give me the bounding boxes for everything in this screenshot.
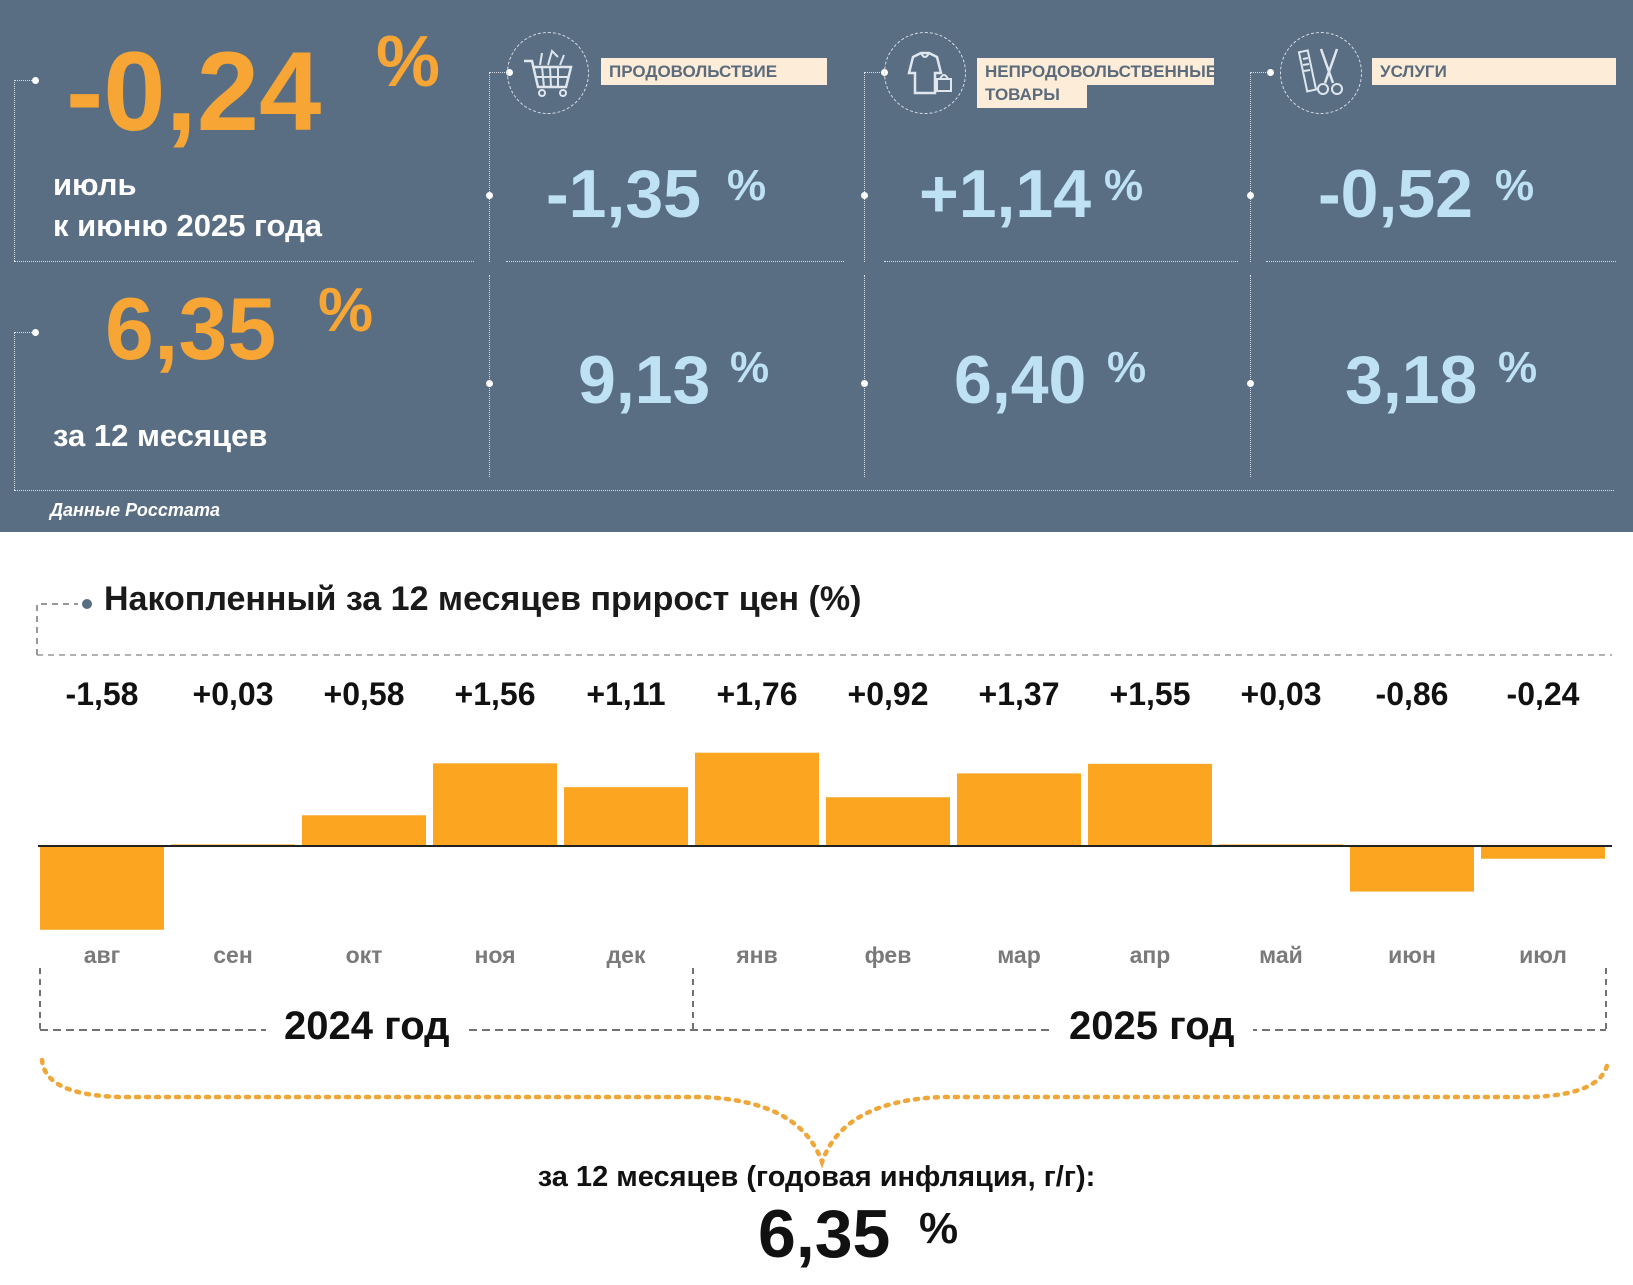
- frame-node: [32, 329, 39, 336]
- value-label: -0,24: [1506, 676, 1580, 712]
- frame-node: [1267, 69, 1274, 76]
- value-label: +0,03: [192, 676, 274, 712]
- mom-unit: %: [376, 22, 441, 102]
- bar-11: [1481, 846, 1605, 859]
- value-label: -0,86: [1375, 676, 1449, 712]
- annual-inflation-unit: %: [919, 1204, 959, 1253]
- bar-0: [40, 846, 164, 930]
- month-label: окт: [345, 942, 383, 968]
- value-label: +0,58: [323, 676, 405, 712]
- row-node: [486, 192, 493, 199]
- nonfood-mom-unit: %: [1104, 161, 1144, 210]
- frame-line: [489, 72, 509, 73]
- bar-7: [957, 773, 1081, 846]
- services-mom-unit: %: [1495, 161, 1535, 210]
- bar-2: [302, 815, 426, 846]
- frame-line: [1250, 72, 1270, 73]
- frame-line: [1266, 261, 1616, 262]
- month-label: авг: [83, 942, 121, 968]
- data-source: Данные Росстата: [50, 500, 220, 520]
- mom-period-line2: к июню 2025 года: [53, 208, 322, 243]
- bar-10: [1350, 846, 1474, 892]
- category-label-nonfood-line1: НЕПРОДОВОЛЬСТВЕННЫЕ: [977, 58, 1217, 85]
- value-label: +0,92: [847, 676, 929, 712]
- column-divider: [864, 72, 865, 262]
- annual-inflation-label: за 12 месяцев (годовая инфляция, г/г):: [537, 1161, 1096, 1193]
- month-label: мар: [997, 942, 1041, 968]
- category-label-services: УСЛУГИ: [1372, 58, 1616, 85]
- services-yoy-value: 3,18: [1345, 342, 1478, 418]
- frame-line: [14, 490, 1614, 491]
- column-divider: [489, 72, 490, 262]
- annual-inflation-value: 6,35: [758, 1196, 891, 1272]
- value-label: +1,55: [1109, 676, 1191, 712]
- month-label: май: [1259, 942, 1303, 968]
- mom-period-line1: июль: [53, 167, 137, 202]
- shopping-cart-icon: [507, 32, 589, 114]
- scissors-comb-icon: [1280, 32, 1362, 114]
- nonfood-yoy-unit: %: [1107, 343, 1147, 392]
- frame-node: [32, 77, 39, 84]
- value-label: +1,37: [978, 676, 1060, 712]
- bar-4: [564, 787, 688, 846]
- frame-line: [14, 80, 34, 81]
- frame-line: [14, 261, 474, 262]
- bar-6: [826, 797, 950, 846]
- month-label: янв: [736, 942, 778, 968]
- month-label: июл: [1519, 942, 1567, 968]
- row-node: [1247, 380, 1254, 387]
- month-label: дек: [606, 942, 646, 968]
- mom-value: -0,24: [66, 29, 322, 154]
- bar-3: [433, 763, 557, 846]
- yoy-period: за 12 месяцев: [53, 418, 268, 453]
- chart-title: Накопленный за 12 месяцев прирост цен (%…: [104, 580, 862, 618]
- bar-5: [695, 752, 819, 846]
- column-divider: [1250, 72, 1251, 262]
- month-label: ноя: [474, 942, 516, 968]
- frame-line: [864, 72, 884, 73]
- category-label-food: ПРОДОВОЛЬСТВИЕ: [601, 58, 827, 85]
- row-node: [861, 380, 868, 387]
- food-mom-unit: %: [727, 161, 767, 210]
- value-label: -1,58: [65, 676, 139, 712]
- frame-line: [884, 261, 1238, 262]
- row-node: [486, 380, 493, 387]
- month-label: сен: [213, 942, 253, 968]
- month-label: июн: [1388, 942, 1436, 968]
- column-divider: [489, 275, 490, 477]
- frame-line: [14, 80, 15, 261]
- column-divider: [864, 275, 865, 477]
- year-label-2025: 2025 год: [1051, 1004, 1253, 1049]
- value-label: +1,56: [454, 676, 536, 712]
- category-label-nonfood-line2: ТОВАРЫ: [977, 81, 1087, 108]
- yoy-value: 6,35: [105, 279, 277, 378]
- yoy-unit: %: [318, 276, 374, 345]
- food-yoy-value: 9,13: [578, 342, 711, 418]
- bar-8: [1088, 763, 1212, 846]
- clothing-icon: [884, 32, 966, 114]
- column-divider: [1250, 275, 1251, 477]
- month-label: фев: [864, 942, 912, 968]
- row-node: [1247, 192, 1254, 199]
- food-yoy-unit: %: [730, 343, 770, 392]
- frame-line: [14, 332, 15, 490]
- frame-line: [14, 332, 34, 333]
- value-label: +1,11: [586, 676, 666, 712]
- value-label: +0,03: [1240, 676, 1322, 712]
- month-label: апр: [1129, 942, 1171, 968]
- nonfood-mom-value: +1,14: [919, 156, 1092, 232]
- row-node: [861, 192, 868, 199]
- services-mom-value: -0,52: [1318, 156, 1473, 232]
- nonfood-yoy-value: 6,40: [954, 342, 1087, 418]
- food-mom-value: -1,35: [546, 156, 701, 232]
- frame-line: [506, 261, 844, 262]
- services-yoy-unit: %: [1498, 343, 1538, 392]
- inflation-summary-panel: -0,24 % июль к июню 2025 года 6,35 % за …: [0, 0, 1633, 532]
- value-label: +1,76: [716, 676, 798, 712]
- year-label-2024: 2024 год: [266, 1004, 468, 1049]
